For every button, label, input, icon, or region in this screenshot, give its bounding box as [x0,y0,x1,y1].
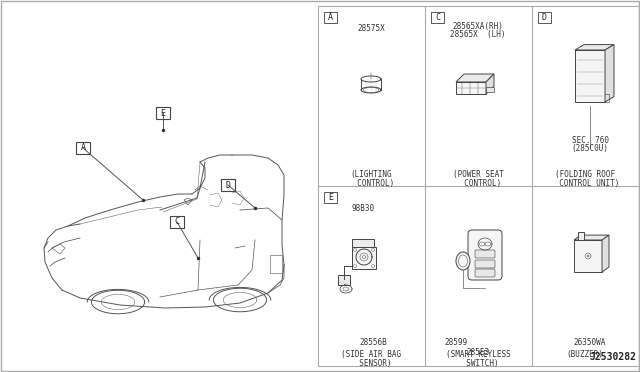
Text: A: A [328,13,333,22]
Text: (POWER SEAT: (POWER SEAT [452,170,504,179]
Bar [431,12,444,23]
Bar [574,240,602,272]
Text: C: C [435,13,440,22]
Text: (SIDE AIR BAG: (SIDE AIR BAG [341,350,401,359]
Polygon shape [486,74,494,94]
Text: A: A [81,144,86,153]
FancyBboxPatch shape [475,250,495,258]
Bar [352,247,376,269]
Text: 26350WA: 26350WA [574,338,606,347]
Text: CONTROL): CONTROL) [348,179,394,188]
Polygon shape [575,45,614,50]
Text: 28556B: 28556B [359,338,387,347]
Bar [324,12,337,23]
Text: J2530282: J2530282 [589,352,636,362]
Bar [338,275,350,285]
Text: 28565X  (LH): 28565X (LH) [451,30,506,39]
Text: D: D [542,13,547,22]
Polygon shape [456,74,494,82]
Bar [170,216,184,228]
FancyBboxPatch shape [468,230,502,280]
Text: 98B30: 98B30 [351,204,374,213]
Polygon shape [605,45,614,102]
Text: (SMART KEYLESS: (SMART KEYLESS [445,350,510,359]
Text: D: D [225,180,230,189]
Text: (FOLDING ROOF: (FOLDING ROOF [555,170,615,179]
Text: (LIGHTING: (LIGHTING [350,170,392,179]
Bar [318,6,639,366]
Bar [270,255,282,273]
Polygon shape [575,50,605,102]
Text: 28575X: 28575X [357,24,385,33]
Polygon shape [602,235,609,272]
Text: C: C [175,218,179,227]
Text: SWITCH): SWITCH) [457,359,499,368]
Text: (BUZZER): (BUZZER) [566,350,604,359]
Bar [486,87,494,92]
Text: 285E3: 285E3 [467,348,490,357]
Text: E: E [161,109,166,118]
Polygon shape [578,232,584,240]
Bar [352,239,374,247]
Bar [221,179,235,191]
Bar [318,6,639,366]
Polygon shape [456,82,486,94]
Bar [538,12,551,23]
Text: SENSOR): SENSOR) [350,359,392,368]
Text: E: E [328,193,333,202]
Bar [76,142,90,154]
FancyBboxPatch shape [475,269,495,277]
Text: 28565XA(RH): 28565XA(RH) [452,22,504,31]
Text: CONTROL): CONTROL) [455,179,501,188]
Polygon shape [574,235,609,240]
Text: 28599: 28599 [444,338,468,347]
Text: CONTROL UNIT): CONTROL UNIT) [550,179,620,188]
Ellipse shape [456,252,470,270]
Text: (285C0U): (285C0U) [572,144,609,153]
Bar [156,107,170,119]
Text: SEC. 760: SEC. 760 [572,136,609,145]
Bar [324,192,337,203]
FancyBboxPatch shape [475,260,495,268]
